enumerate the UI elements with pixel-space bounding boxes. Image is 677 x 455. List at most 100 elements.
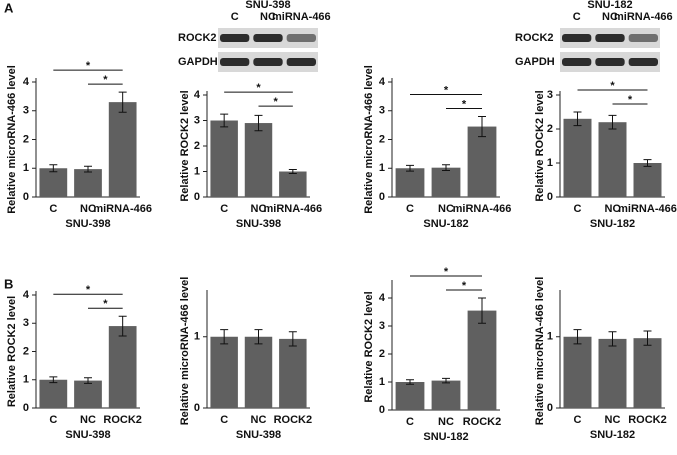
significance-label: * [610,80,615,92]
y-tick-label: 3 [547,89,553,101]
x-tick-label: ROCK2 [103,414,142,426]
bar [633,338,662,408]
bar [279,338,307,408]
error-bar [49,164,58,173]
y-tick-label: 0 [547,191,553,203]
y-tick-label: 0 [547,402,553,414]
x-axis-label: SNU-398 [236,218,281,230]
error-bar [118,91,127,113]
x-tick-label: NC [80,414,96,426]
bar [74,169,102,197]
bar [598,338,627,408]
bar [563,336,592,408]
y-tick-label: 3 [379,105,385,117]
blot-title: SNU-182 [587,0,632,11]
y-tick-label: 0 [23,402,29,414]
x-tick-label: miRNA-466 [263,203,322,215]
x-tick-label: miRNA-466 [93,203,152,215]
significance-label: * [444,266,449,278]
y-tick-label: 1 [379,376,385,388]
bar [210,120,238,197]
y-tick-label: 4 [379,292,386,304]
bar [598,122,627,197]
bar [563,118,592,197]
bar [39,168,68,197]
blot-band [562,34,592,42]
bar [431,380,461,410]
y-tick-label: 2 [379,348,385,360]
significance-label: * [103,74,108,86]
bar [108,102,137,197]
y-tick-label: 1 [547,157,553,169]
x-tick-label: ROCK2 [463,416,502,428]
y-tick-label: 0 [379,191,385,203]
x-tick-label: C [406,203,414,215]
y-axis-label: Relative microRNA-466 level [534,277,546,426]
x-tick-label: C [406,416,414,428]
y-axis-label: Relative ROCK2 level [363,291,375,402]
x-tick-label: miRNA-466 [618,203,677,215]
x-axis-label: SNU-398 [65,218,110,230]
y-axis-label: Relative ROCK2 level [179,90,191,201]
significance-label: * [86,284,91,296]
blot-row-label: ROCK2 [515,32,554,44]
blot-lane-label: NC [260,11,276,23]
y-tick-label: 4 [23,289,30,301]
x-tick-label: C [574,203,582,215]
x-tick-label: NC [438,203,454,215]
blot-lane-label: miRNA-466 [272,11,331,23]
y-axis-label: Relative ROCK2 level [534,90,546,201]
error-bar [406,164,414,172]
x-tick-label: C [574,414,582,426]
error-bar [288,168,297,175]
error-bar [288,331,297,347]
y-tick-label: 1 [194,331,200,343]
blot-band [220,58,250,66]
y-axis-label: Relative ROCK2 level [6,296,18,407]
error-bar [573,329,582,345]
x-axis-label: SNU-182 [590,218,635,230]
y-tick-label: 3 [379,320,385,332]
significance-label: * [444,84,449,96]
blot-band [595,34,625,42]
blot-band [253,58,283,66]
bar [74,380,102,408]
panel-label: B [4,276,13,291]
blot-lane-label: C [573,11,581,23]
x-tick-label: NC [251,203,267,215]
blot-band [595,58,625,66]
error-bar [478,297,486,324]
bar [467,126,497,197]
y-tick-label: 2 [23,133,29,145]
error-bar [49,376,58,384]
significance-label: * [103,298,108,310]
error-bar [84,165,92,173]
y-axis-label: Relative microRNA-466 level [179,277,191,426]
y-tick-label: 3 [23,105,29,117]
panel-label: A [4,0,14,15]
x-tick-label: NC [80,203,96,215]
y-tick-label: 1 [547,331,553,343]
bar [633,163,662,197]
bar [244,336,273,408]
y-tick-label: 0 [194,191,200,203]
blot-band [286,34,316,42]
bar [108,326,137,408]
y-tick-label: 0 [379,404,385,416]
blot-title: SNU-398 [245,0,290,11]
bar [210,336,238,408]
y-tick-label: 1 [194,165,200,177]
y-tick-label: 4 [379,76,386,88]
x-tick-label: NC [251,414,267,426]
x-axis-label: SNU-398 [236,429,281,441]
blot-band [253,34,283,42]
error-bar [254,329,263,345]
y-tick-label: 3 [194,114,200,126]
bar [244,123,273,197]
blot-row-label: GAPDH [515,56,555,68]
x-tick-label: ROCK2 [628,414,667,426]
significance-label: * [86,60,91,72]
significance-label: * [256,82,261,94]
x-axis-label: SNU-182 [423,431,468,443]
x-tick-label: NC [605,203,621,215]
